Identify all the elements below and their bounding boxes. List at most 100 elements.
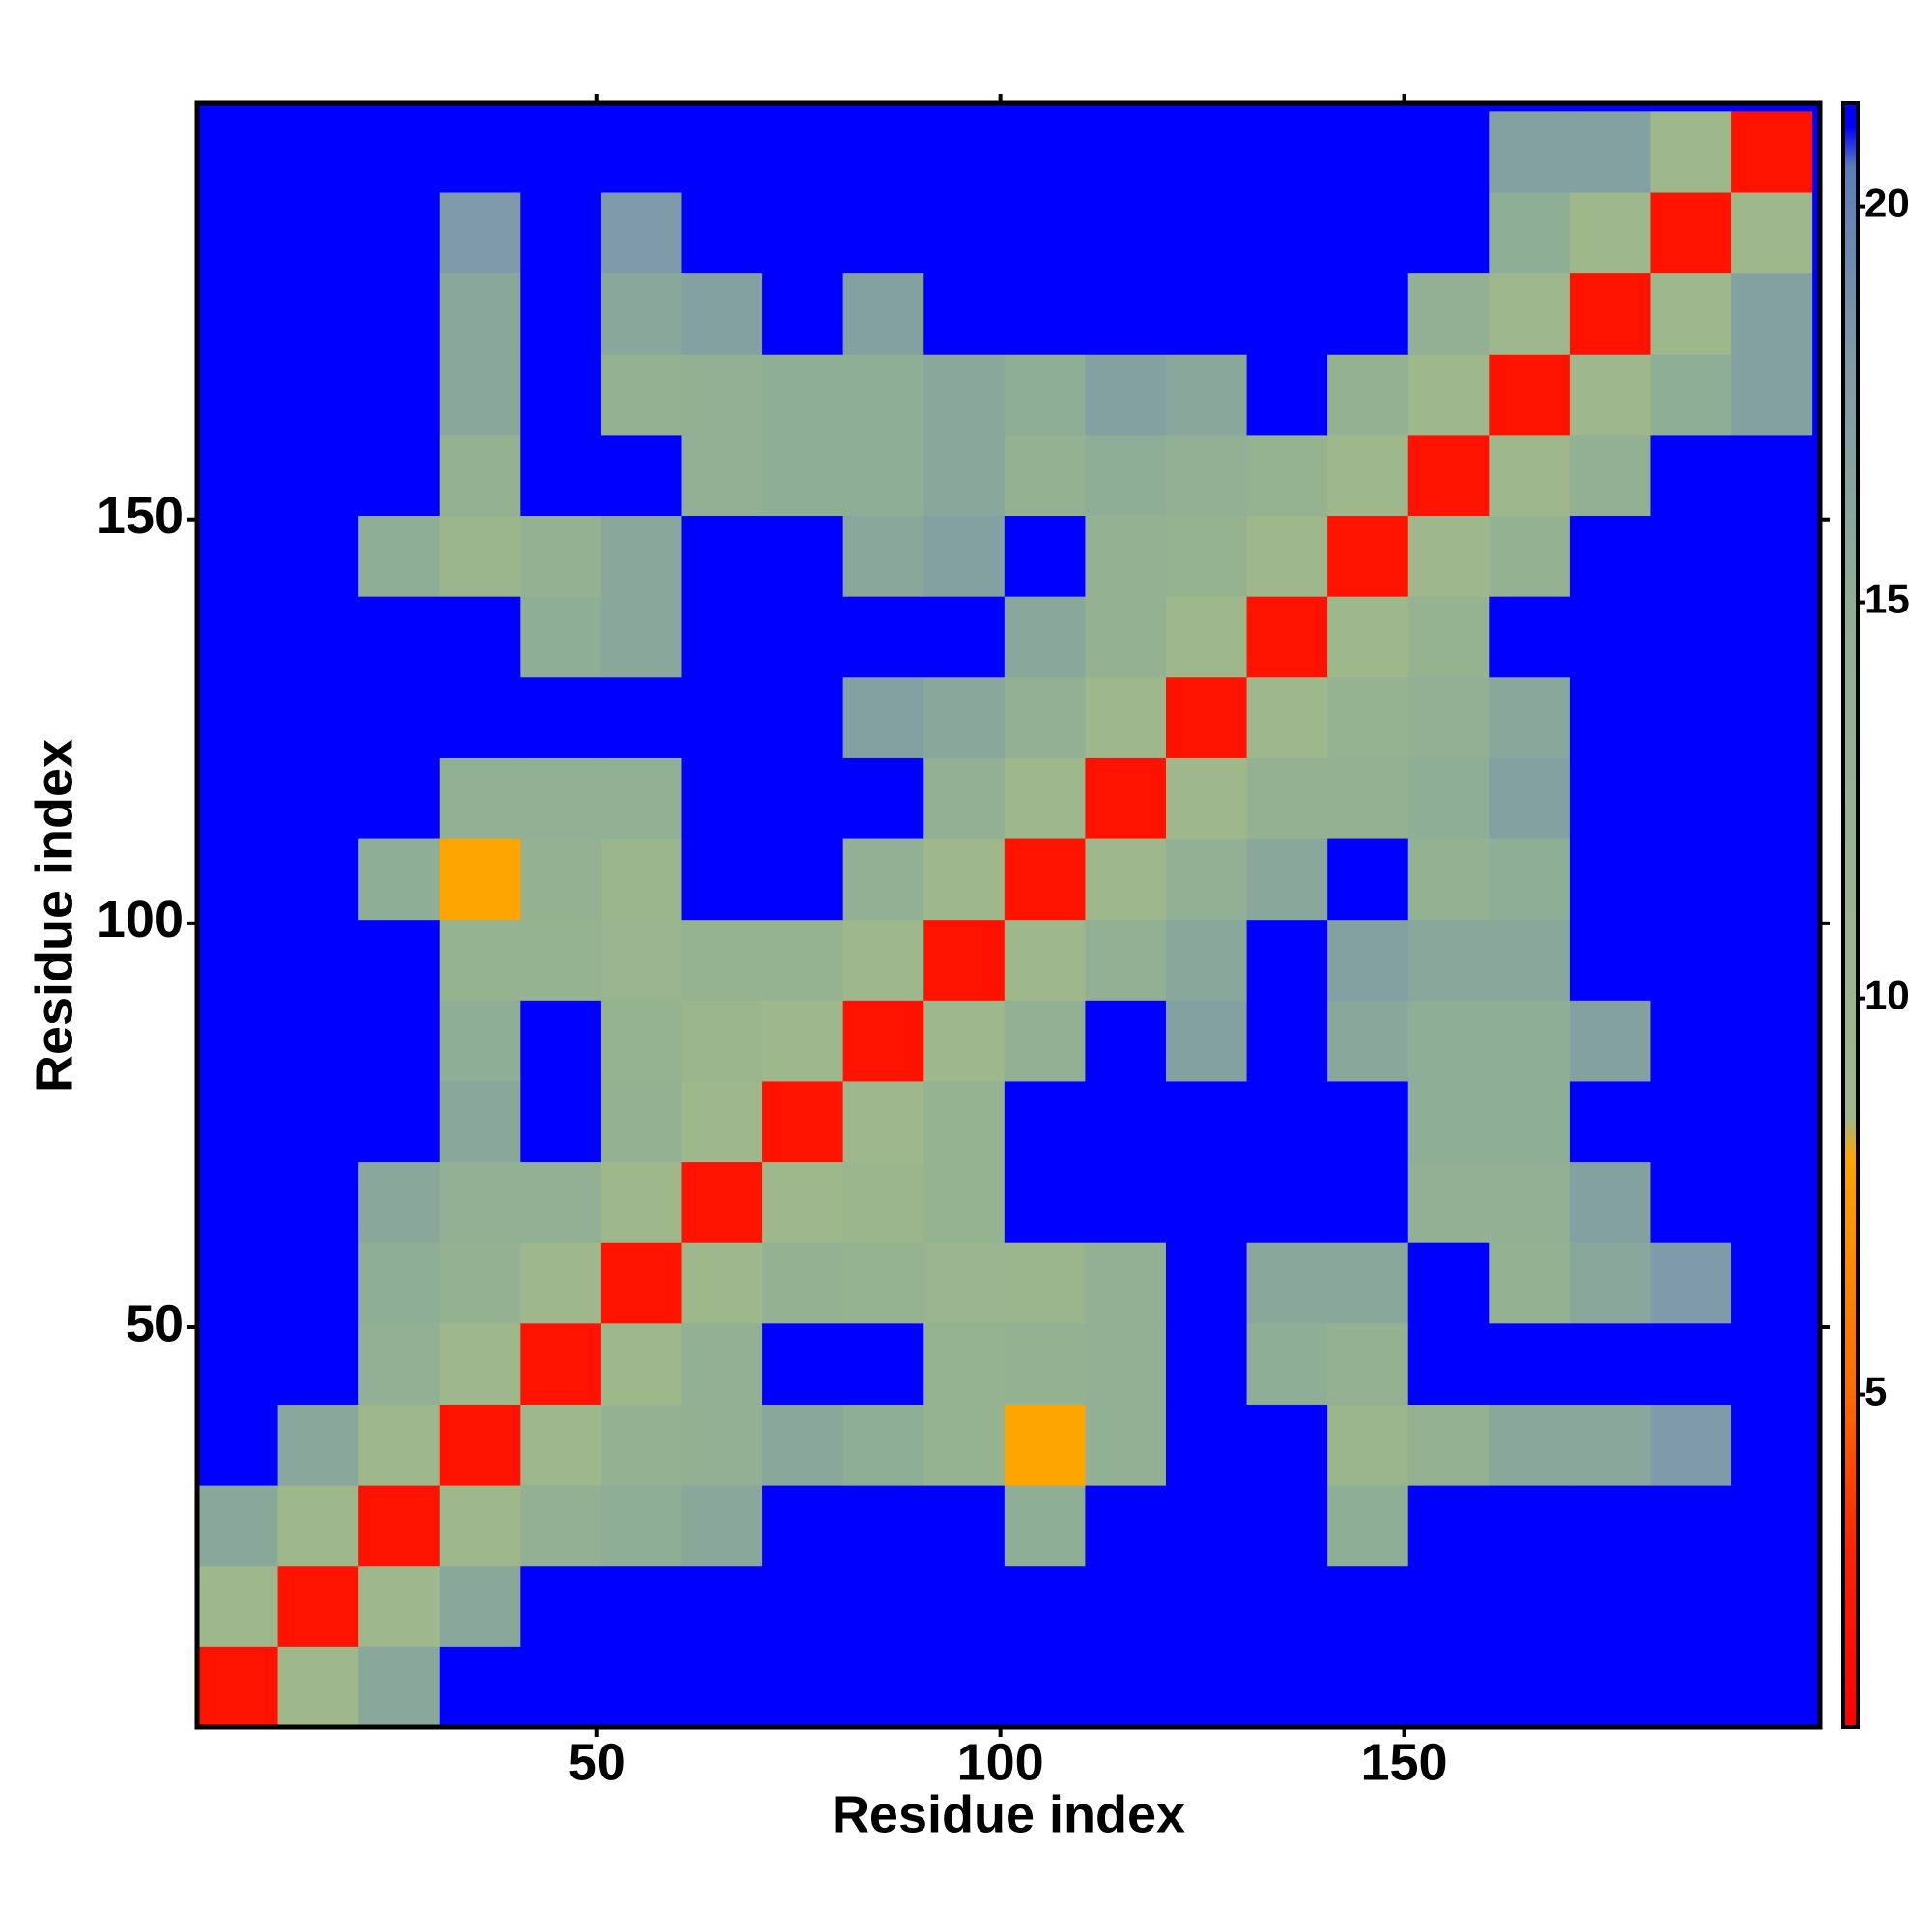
heatmap-cell [681,757,763,839]
heatmap-cell [197,1485,279,1567]
heatmap-cell [923,111,1006,193]
heatmap-cell [1731,1322,1813,1405]
heatmap-cell [277,1242,359,1324]
heatmap-cell [1085,1404,1167,1486]
heatmap-cell [1327,434,1409,517]
heatmap-cell [923,676,1006,758]
heatmap-cell [600,272,682,355]
heatmap-cell [1407,1322,1490,1405]
heatmap-cell [1327,1404,1409,1486]
heatmap-cell [1407,111,1490,193]
colorbar-tick-label: 15 [1864,577,1910,622]
colorbar-tick-label: 5 [1864,1369,1887,1414]
heatmap-cell [923,1322,1006,1405]
heatmap-cell [1165,434,1248,517]
y-tick-label: 100 [97,891,184,949]
heatmap-cell [1004,111,1086,193]
heatmap-cell [1327,1161,1409,1243]
heatmap-cell [1407,1080,1490,1163]
heatmap-cell [762,919,844,1001]
heatmap-cell [681,919,763,1001]
heatmap-cell [600,111,682,193]
heatmap-cell [923,272,1006,355]
heatmap-cell [1085,272,1167,355]
heatmap-cell [1407,838,1490,921]
heatmap-cell [842,919,924,1001]
heatmap-cell [1246,1646,1328,1728]
heatmap-cell [1246,1485,1328,1567]
heatmap-cell [197,191,279,274]
heatmap-cell [681,434,763,517]
heatmap-cell [1569,515,1651,597]
heatmap-cell [277,1161,359,1243]
heatmap-cell [681,1000,763,1082]
heatmap-cell [277,1485,359,1567]
heatmap-cell [439,434,521,517]
heatmap-cell [1246,354,1328,436]
heatmap-cell [1650,1485,1732,1567]
heatmap-cell [923,757,1006,839]
heatmap-cell [923,1404,1006,1486]
heatmap-cell [923,919,1006,1001]
heatmap-cell [1650,1161,1732,1243]
heatmap-cell [600,1646,682,1728]
heatmap-cell [762,1565,844,1647]
heatmap-cell [681,191,763,274]
heatmap-cell [1407,434,1490,517]
heatmap-cell [1327,515,1409,597]
heatmap-cell [762,111,844,193]
heatmap-cell [1650,191,1732,274]
heatmap-cell [1731,919,1813,1001]
heatmap-cell [1489,919,1571,1001]
heatmap-cell [600,1404,682,1486]
heatmap-cell [1085,1485,1167,1567]
heatmap-cell [1650,111,1732,193]
heatmap-cell [520,596,602,678]
heatmap-cell [277,272,359,355]
heatmap-cell [1246,191,1328,274]
heatmap-cell [277,354,359,436]
heatmap-cell [923,1242,1006,1324]
heatmap-cell [1731,272,1813,355]
heatmap-cell [1489,1000,1571,1082]
heatmap-cell [277,1565,359,1647]
heatmap-cell [762,757,844,839]
heatmap-cell [923,354,1006,436]
heatmap-cell [842,1646,924,1728]
heatmap-cell [1004,272,1086,355]
x-tick-label: 150 [1360,1733,1447,1791]
heatmap-cell [1004,1646,1086,1728]
heatmap-cell [1327,596,1409,678]
heatmap-cell [358,111,440,193]
heatmap-cell [358,191,440,274]
heatmap-cell [1004,919,1086,1001]
heatmap-cell [1731,111,1813,193]
heatmap-cell [197,434,279,517]
heatmap-cell [520,919,602,1001]
heatmap-cell [681,354,763,436]
heatmap-cell [600,1485,682,1567]
heatmap-cell [277,919,359,1001]
heatmap-cell [1246,1404,1328,1486]
heatmap-cell [520,434,602,517]
heatmap-cell [197,596,279,678]
heatmap-cell [1569,272,1651,355]
heatmap-cell [197,1565,279,1647]
heatmap-cell [1246,838,1328,921]
x-tick-label: 50 [568,1733,626,1791]
heatmap-cell [1165,1080,1248,1163]
heatmap-cell [1650,515,1732,597]
heatmap-cell [1327,1080,1409,1163]
heatmap-cell [1327,1646,1409,1728]
heatmap-cell [762,354,844,436]
heatmap-cell [762,596,844,678]
heatmap-cell [358,434,440,517]
heatmap-cell [1731,1646,1813,1728]
heatmap-cell [1650,272,1732,355]
heatmap-cell [358,272,440,355]
heatmap-cell [1165,191,1248,274]
heatmap-cell [1489,1322,1571,1405]
heatmap-cell [842,434,924,517]
